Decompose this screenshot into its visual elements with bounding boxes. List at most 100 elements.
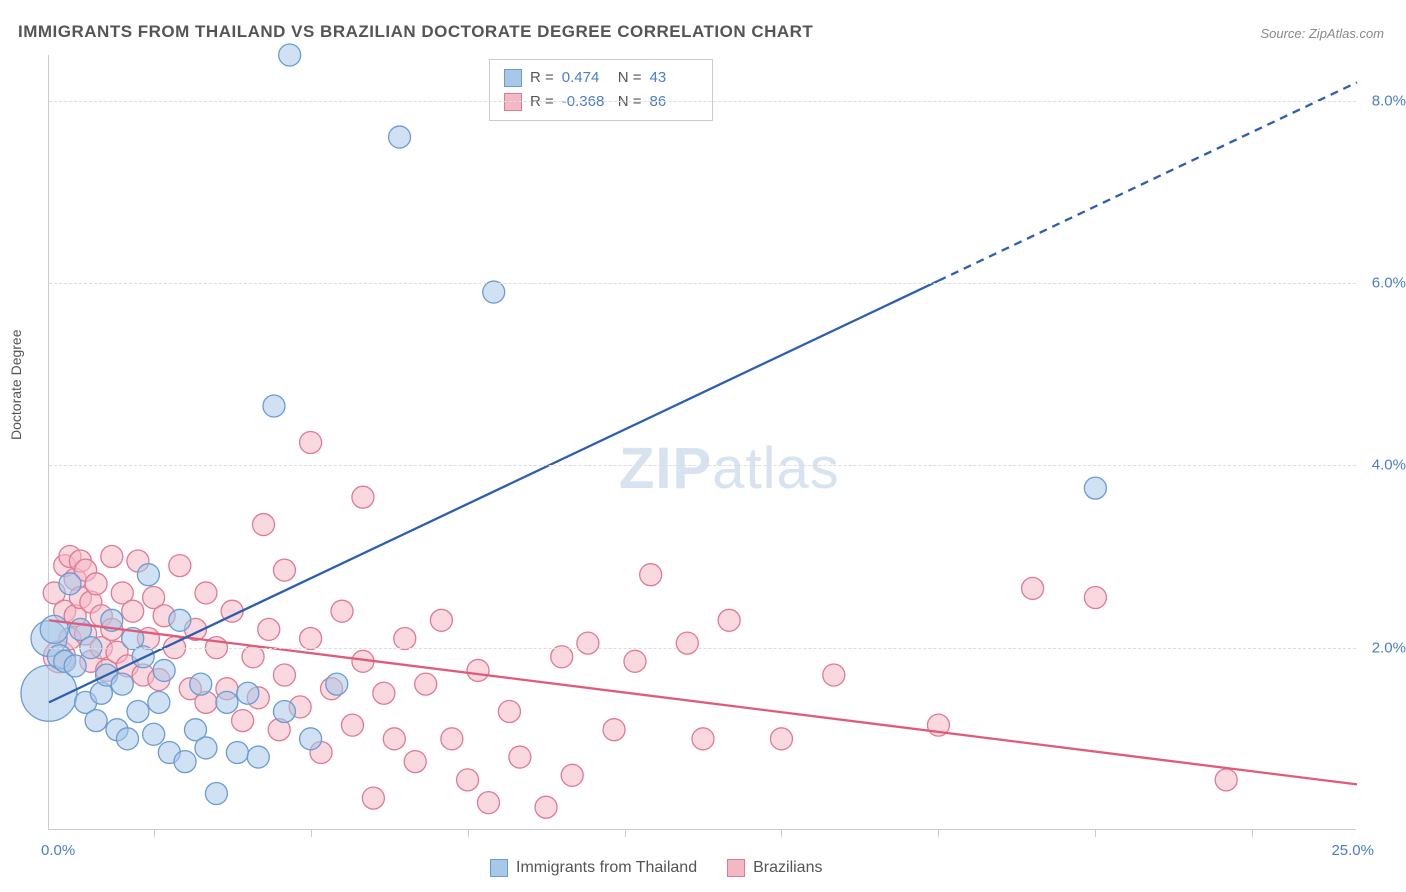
legend-item-brazilians: Brazilians bbox=[727, 859, 822, 877]
legend-label-thailand: Immigrants from Thailand bbox=[516, 859, 697, 877]
scatter-point bbox=[153, 659, 175, 681]
scatter-point bbox=[394, 628, 416, 650]
scatter-point bbox=[226, 742, 248, 764]
regression-line-dashed bbox=[938, 82, 1357, 280]
plot-area: ZIPatlas R = 0.474 N = 43 R = -0.368 N =… bbox=[48, 55, 1356, 830]
x-axis-end-label: 25.0% bbox=[1331, 842, 1374, 859]
r-value-brazilians: -0.368 bbox=[562, 90, 610, 114]
scatter-point bbox=[148, 691, 170, 713]
scatter-point bbox=[174, 751, 196, 773]
scatter-point bbox=[111, 673, 133, 695]
scatter-point bbox=[577, 632, 599, 654]
correlation-chart: IMMIGRANTS FROM THAILAND VS BRAZILIAN DO… bbox=[0, 0, 1406, 892]
r-value-thailand: 0.474 bbox=[562, 66, 610, 90]
scatter-point bbox=[823, 664, 845, 686]
scatter-point bbox=[1084, 587, 1106, 609]
scatter-point bbox=[300, 728, 322, 750]
scatter-point bbox=[279, 44, 301, 66]
r-label: R = bbox=[530, 90, 554, 114]
scatter-point bbox=[362, 787, 384, 809]
n-value-thailand: 43 bbox=[650, 66, 698, 90]
scatter-point bbox=[561, 764, 583, 786]
scatter-point bbox=[253, 514, 275, 536]
grid-line bbox=[49, 283, 1356, 284]
scatter-point bbox=[718, 609, 740, 631]
scatter-point bbox=[273, 664, 295, 686]
scatter-point bbox=[770, 728, 792, 750]
ytick-label: 8.0% bbox=[1361, 92, 1406, 109]
source-attribution: Source: ZipAtlas.com bbox=[1260, 26, 1384, 41]
scatter-point bbox=[624, 650, 646, 672]
scatter-point bbox=[169, 609, 191, 631]
scatter-point bbox=[341, 714, 363, 736]
scatter-point bbox=[441, 728, 463, 750]
scatter-point bbox=[273, 700, 295, 722]
scatter-point bbox=[216, 691, 238, 713]
regression-line bbox=[49, 281, 938, 703]
scatter-point bbox=[498, 700, 520, 722]
scatter-point bbox=[195, 737, 217, 759]
chart-title: IMMIGRANTS FROM THAILAND VS BRAZILIAN DO… bbox=[18, 22, 813, 42]
scatter-point bbox=[85, 710, 107, 732]
scatter-point bbox=[415, 673, 437, 695]
scatter-point bbox=[101, 545, 123, 567]
scatter-point bbox=[383, 728, 405, 750]
scatter-point bbox=[64, 655, 86, 677]
scatter-point bbox=[116, 728, 138, 750]
scatter-point bbox=[40, 615, 68, 643]
scatter-point bbox=[1215, 769, 1237, 791]
scatter-point bbox=[232, 710, 254, 732]
scatter-point bbox=[258, 618, 280, 640]
scatter-point bbox=[59, 573, 81, 595]
scatter-point bbox=[169, 555, 191, 577]
xtick bbox=[468, 829, 469, 837]
legend-item-thailand: Immigrants from Thailand bbox=[490, 859, 697, 877]
swatch-thailand-icon bbox=[504, 69, 522, 87]
ytick-label: 4.0% bbox=[1361, 457, 1406, 474]
scatter-point bbox=[1022, 577, 1044, 599]
grid-line bbox=[49, 101, 1356, 102]
scatter-point bbox=[247, 746, 269, 768]
scatter-point bbox=[237, 682, 259, 704]
scatter-point bbox=[137, 564, 159, 586]
ytick-label: 6.0% bbox=[1361, 274, 1406, 291]
scatter-point bbox=[551, 646, 573, 668]
scatter-point bbox=[430, 609, 452, 631]
scatter-point bbox=[1084, 477, 1106, 499]
xtick bbox=[938, 829, 939, 837]
scatter-point bbox=[326, 673, 348, 695]
scatter-point bbox=[300, 432, 322, 454]
scatter-point bbox=[205, 783, 227, 805]
scatter-point bbox=[331, 600, 353, 622]
ytick-label: 2.0% bbox=[1361, 639, 1406, 656]
swatch-brazilians-icon bbox=[504, 93, 522, 111]
xtick bbox=[311, 829, 312, 837]
y-axis-label: Doctorate Degree bbox=[8, 329, 24, 440]
scatter-point bbox=[640, 564, 662, 586]
scatter-point bbox=[122, 600, 144, 622]
scatter-point bbox=[535, 796, 557, 818]
scatter-point bbox=[300, 628, 322, 650]
plot-svg bbox=[49, 55, 1356, 829]
n-label: N = bbox=[618, 90, 642, 114]
stats-row-brazilians: R = -0.368 N = 86 bbox=[504, 90, 698, 114]
scatter-point bbox=[603, 719, 625, 741]
stats-box: R = 0.474 N = 43 R = -0.368 N = 86 bbox=[489, 59, 713, 121]
xtick bbox=[625, 829, 626, 837]
stats-row-thailand: R = 0.474 N = 43 bbox=[504, 66, 698, 90]
scatter-point bbox=[143, 723, 165, 745]
scatter-point bbox=[457, 769, 479, 791]
xtick bbox=[781, 829, 782, 837]
scatter-point bbox=[195, 582, 217, 604]
scatter-point bbox=[273, 559, 295, 581]
xtick bbox=[1095, 829, 1096, 837]
scatter-point bbox=[85, 573, 107, 595]
scatter-point bbox=[373, 682, 395, 704]
scatter-point bbox=[692, 728, 714, 750]
legend: Immigrants from Thailand Brazilians bbox=[490, 859, 822, 877]
scatter-point bbox=[242, 646, 264, 668]
scatter-point bbox=[509, 746, 531, 768]
scatter-point bbox=[483, 281, 505, 303]
xtick bbox=[154, 829, 155, 837]
scatter-point bbox=[352, 486, 374, 508]
